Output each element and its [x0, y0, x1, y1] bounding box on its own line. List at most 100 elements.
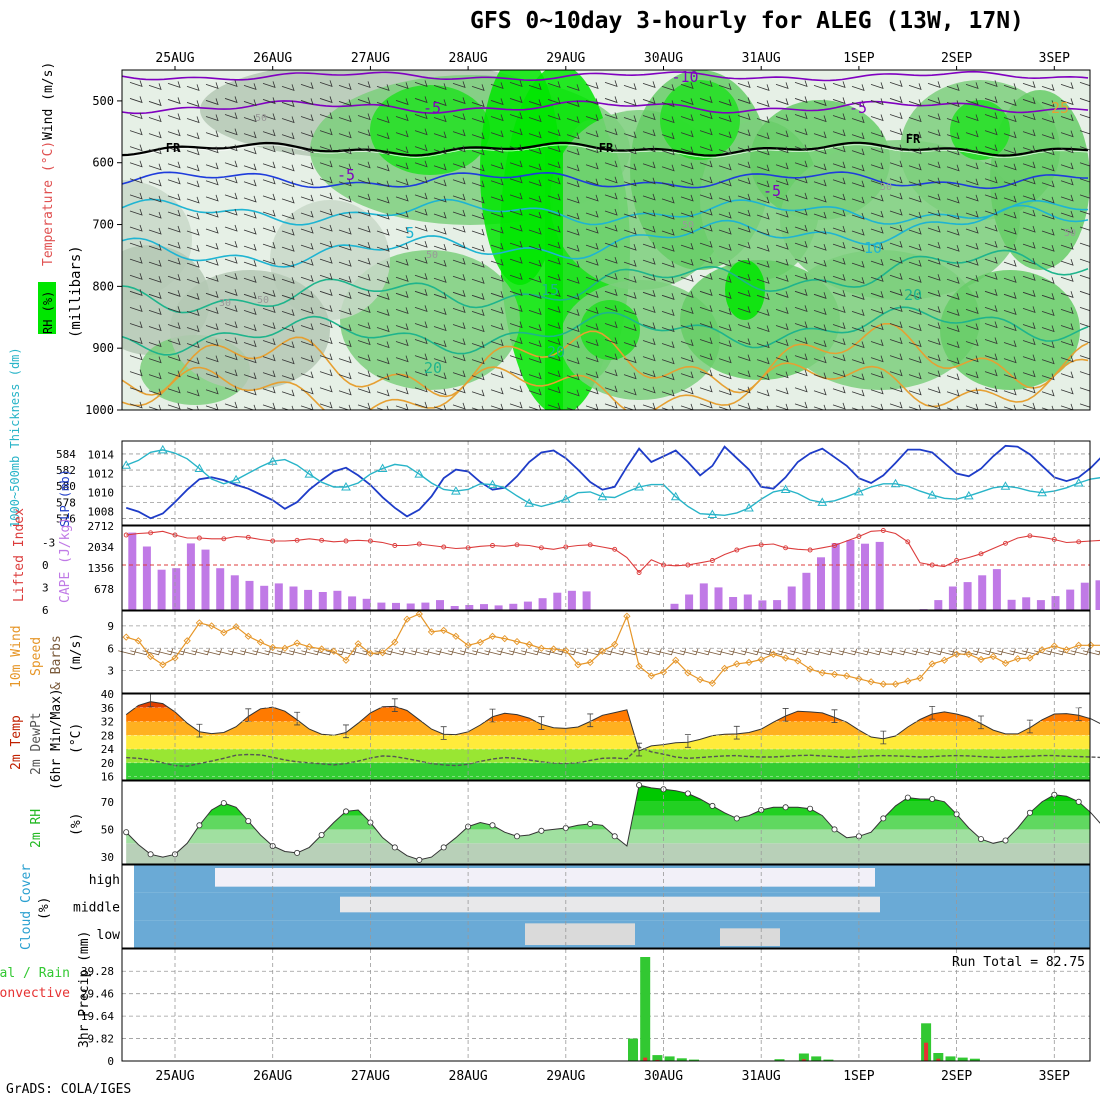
wind-barb — [490, 114, 504, 122]
thickness-point — [560, 494, 571, 503]
wind-barb — [604, 289, 618, 296]
temp-band — [126, 721, 1090, 736]
wind-barb — [243, 83, 257, 90]
rh-point — [1075, 798, 1082, 805]
wind-speed-point — [1087, 641, 1095, 649]
wind-speed-point — [769, 650, 778, 658]
thickness-point — [157, 444, 168, 454]
wind-barb — [927, 129, 941, 137]
wind-barb — [528, 195, 542, 203]
wind-barb — [965, 98, 979, 106]
wind-barb — [224, 80, 238, 87]
wind-barb — [319, 369, 333, 377]
thickness-line — [125, 449, 1100, 517]
wind-barb — [357, 322, 371, 330]
wind-barb — [262, 306, 276, 314]
cape-bar — [875, 541, 884, 610]
wind-barb — [148, 308, 162, 316]
wind-barb — [224, 144, 238, 152]
wind-tick-label: 6 — [107, 642, 114, 655]
wind-barb — [472, 648, 491, 656]
wind-barb — [509, 353, 523, 361]
wind-barb — [471, 341, 485, 349]
convective-bar — [655, 1059, 660, 1061]
rh-band — [126, 843, 1090, 864]
wind-barb — [740, 648, 760, 656]
wind-barb — [813, 260, 827, 267]
wind-barb — [1022, 258, 1036, 265]
wind-speed-point — [146, 652, 155, 661]
wind-barb — [718, 147, 732, 155]
thickness-point — [854, 486, 864, 496]
wind-barb — [357, 161, 371, 169]
precip-bar — [933, 1053, 944, 1061]
wind-barb — [471, 357, 485, 365]
thickness-point — [194, 463, 205, 472]
wind-barb — [908, 308, 922, 316]
thickness-point — [817, 497, 828, 506]
wind-barb — [528, 260, 542, 267]
panel-th-frame — [121, 440, 1091, 526]
wind-barb — [699, 353, 713, 361]
wind-barb — [604, 208, 618, 216]
wind-barb — [718, 83, 732, 90]
wind-legend-label: Wind (m/s) — [41, 62, 56, 140]
wind-barb — [775, 146, 789, 154]
wind-barb — [775, 387, 789, 395]
wind-barb — [338, 260, 352, 267]
wind-barb — [395, 371, 409, 379]
wind-barb — [1041, 148, 1055, 156]
wind-barb — [490, 242, 504, 250]
convective-bar — [924, 1042, 929, 1061]
wind-barb — [395, 194, 409, 202]
wind-barb — [965, 146, 979, 154]
thickness-point — [963, 490, 974, 500]
wind-barb — [927, 402, 941, 410]
wind-barb — [832, 209, 846, 217]
rh-contour-label: 50 — [1064, 228, 1076, 239]
wind-barb — [395, 226, 409, 234]
wind-barb — [509, 305, 523, 313]
convective-bar — [643, 1057, 648, 1061]
wind-barb — [357, 338, 371, 346]
rh-point — [147, 851, 154, 858]
cape-bar — [348, 596, 357, 610]
wind-barb — [984, 176, 998, 184]
minmax-axis-label: (6hr Min/Max) — [49, 688, 64, 790]
thickness-point — [780, 484, 791, 493]
wind-barb — [1041, 373, 1055, 381]
rh-point — [196, 822, 203, 829]
wind-barb — [301, 648, 320, 656]
precip-bar — [664, 1056, 675, 1061]
wind-barb — [692, 648, 711, 656]
wind-barb — [1022, 386, 1036, 394]
wind-barb — [794, 289, 808, 296]
wind-barb — [1022, 322, 1036, 330]
wind-barb — [129, 401, 143, 409]
rh-contour-label: 50 — [257, 295, 269, 306]
isotherm-label: 15 — [541, 281, 559, 299]
wind-barb — [300, 178, 314, 186]
wind-barb — [1003, 356, 1017, 364]
wind-barb — [870, 226, 884, 234]
wind-barb — [186, 212, 200, 220]
wind-barb — [1021, 648, 1041, 656]
wind-barb — [1060, 307, 1074, 315]
cloud-high-clear — [215, 868, 875, 887]
wind-speed-point — [354, 640, 362, 648]
wind-barb — [832, 129, 846, 137]
wind-barb — [338, 83, 352, 90]
wind-barb — [756, 132, 770, 140]
wind-barb — [148, 388, 162, 396]
wind-speed-point — [989, 652, 997, 661]
cape-bar — [1066, 589, 1075, 610]
wind-barb — [1022, 290, 1036, 297]
wind-barb — [737, 81, 751, 88]
wind-speed-point — [928, 660, 936, 668]
wind-barb — [946, 261, 960, 268]
wind-barb — [243, 260, 257, 267]
wind-barb — [376, 261, 390, 268]
wind-barb — [319, 96, 333, 104]
isotherm-label: 20 — [424, 359, 442, 377]
wind-barb — [908, 356, 922, 364]
